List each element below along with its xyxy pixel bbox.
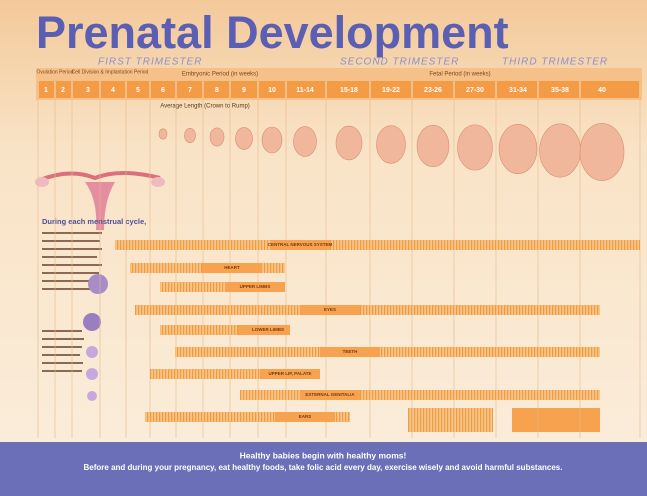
fetus — [335, 125, 363, 161]
legend-box — [512, 408, 600, 432]
week-cell — [73, 81, 99, 98]
week-cell — [39, 81, 54, 98]
fetus — [416, 124, 450, 168]
fetus — [376, 125, 406, 164]
week-label: 27-30 — [466, 87, 484, 94]
footer-band — [0, 442, 647, 496]
week-cell — [204, 81, 229, 98]
sensitive-bar — [300, 305, 360, 315]
title: Prenatal Development — [36, 7, 509, 58]
system-label: LOWER LIMBS — [252, 327, 284, 332]
fetus — [184, 128, 196, 143]
period-label: Fetal Period (in weeks) — [429, 72, 490, 78]
week-label: 2 — [61, 87, 65, 94]
critical-bar — [150, 369, 320, 379]
week-label: 10 — [268, 87, 276, 94]
critical-bar — [240, 390, 600, 400]
week-cell — [101, 81, 125, 98]
week-cell — [327, 81, 369, 98]
system-label: HEART — [224, 265, 240, 270]
system-label: UPPER LIP, PALATE — [268, 371, 311, 376]
week-cell — [413, 81, 453, 98]
fetus — [158, 128, 168, 140]
fetus — [293, 126, 317, 157]
week-label: 8 — [215, 87, 219, 94]
fetus — [261, 126, 283, 154]
fetus — [579, 123, 625, 181]
week-cell — [56, 81, 71, 98]
week-cell — [177, 81, 202, 98]
week-cell — [455, 81, 495, 98]
week-cell — [287, 81, 325, 98]
week-label: 7 — [188, 87, 192, 94]
week-cell — [581, 81, 639, 98]
week-label: 6 — [161, 87, 165, 94]
legend-box — [408, 408, 493, 432]
footer-message: Before and during your pregnancy, eat he… — [84, 463, 563, 472]
sensitive-bar — [260, 369, 320, 379]
week-cell — [259, 81, 285, 98]
period-label: Embryonic Period (in weeks) — [182, 72, 258, 78]
sensitive-bar — [320, 347, 380, 357]
sensitive-bar — [270, 240, 330, 250]
week-cell — [127, 81, 149, 98]
critical-bar — [135, 305, 600, 315]
trimester-label: FIRST TRIMESTER — [98, 57, 202, 68]
intro-heading: During each menstrual cycle, — [42, 217, 146, 226]
week-cell — [231, 81, 257, 98]
week-cell — [371, 81, 411, 98]
week-label: 40 — [598, 87, 606, 94]
trimester-label: SECOND TRIMESTER — [340, 57, 459, 68]
period-label: Cell Division & Implantation Period — [72, 69, 149, 75]
week-label: 1 — [44, 87, 48, 94]
week-label: 35-38 — [551, 87, 569, 94]
critical-bar — [160, 282, 285, 292]
trimester-label: THIRD TRIMESTER — [502, 57, 608, 68]
week-label: 11-14 — [296, 87, 314, 94]
week-cell — [497, 81, 537, 98]
fetus — [539, 123, 581, 178]
fetus — [457, 124, 493, 171]
period-label: Ovulation Period — [37, 69, 74, 75]
length-label: Average Length (Crown to Rump) — [160, 104, 250, 110]
critical-bar — [160, 325, 290, 335]
week-label: 31-34 — [509, 87, 527, 94]
cell-illustrations — [83, 274, 108, 401]
week-label: 4 — [111, 87, 115, 94]
system-label: TEETH — [343, 349, 358, 354]
week-cell — [539, 81, 579, 98]
fetus — [235, 127, 253, 150]
critical-bar — [145, 412, 350, 422]
sensitive-bar — [238, 325, 290, 335]
week-label: 15-18 — [340, 87, 358, 94]
system-label: EYES — [324, 307, 336, 312]
week-label: 19-22 — [382, 87, 400, 94]
critical-bar — [175, 347, 600, 357]
system-label: CENTRAL NERVOUS SYSTEM — [268, 242, 333, 247]
week-label: 23-26 — [424, 87, 442, 94]
system-label: EXTERNAL GENITALIA — [305, 392, 355, 397]
sensitive-bar — [275, 412, 335, 422]
sensitive-bar — [202, 263, 262, 273]
sensitive-bar — [300, 390, 360, 400]
week-label: 9 — [242, 87, 246, 94]
fetus — [209, 127, 225, 147]
footer-headline: Healthy babies begin with healthy moms! — [240, 450, 407, 460]
week-label: 5 — [136, 87, 140, 94]
fetus — [498, 124, 538, 175]
sensitive-bar — [225, 282, 285, 292]
critical-bar — [115, 240, 640, 250]
system-label: EARS — [299, 414, 312, 419]
system-label: UPPER LIMBS — [240, 284, 271, 289]
week-cell — [151, 81, 175, 98]
week-label: 3 — [86, 87, 90, 94]
